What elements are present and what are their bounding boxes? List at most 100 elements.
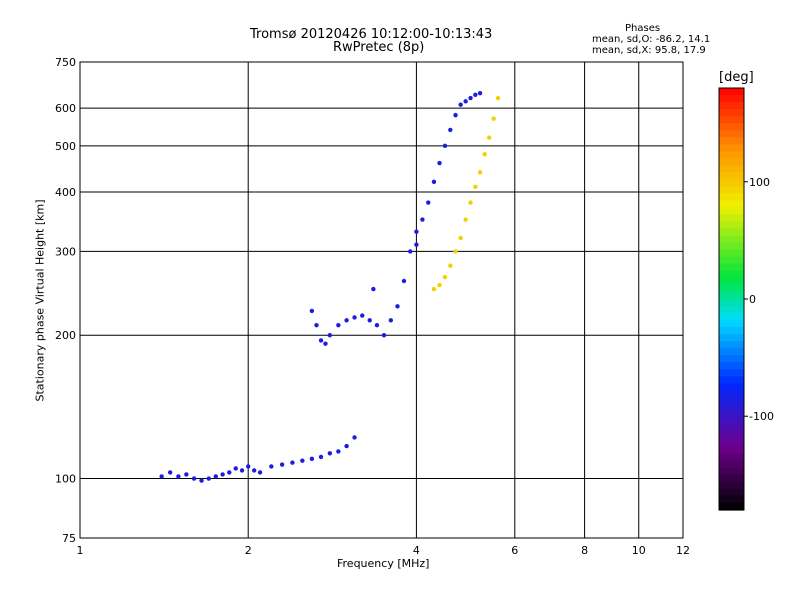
x-tick-label: 8 xyxy=(581,544,588,557)
data-point xyxy=(431,286,437,292)
colorbar-segment xyxy=(719,137,744,145)
data-point xyxy=(458,102,463,107)
data-point xyxy=(213,474,218,479)
x-tick-label: 1 xyxy=(77,544,84,557)
data-point xyxy=(352,315,357,320)
data-point xyxy=(414,229,419,234)
y-tick-label: 750 xyxy=(55,56,76,69)
colorbar-segment xyxy=(719,207,744,216)
y-tick-label: 500 xyxy=(55,140,76,153)
data-point xyxy=(309,308,315,314)
colorbar-segment xyxy=(719,123,744,131)
x-tick-label: 4 xyxy=(413,544,420,557)
data-point xyxy=(414,242,419,247)
data-point xyxy=(487,135,492,140)
data-point xyxy=(431,179,437,185)
colorbar-segment xyxy=(719,404,744,413)
data-point xyxy=(442,274,448,280)
data-point xyxy=(246,464,251,469)
colorbar-segment xyxy=(719,130,744,138)
colorbar-segment xyxy=(719,256,744,265)
data-point xyxy=(269,464,274,469)
x-tick-label: 6 xyxy=(511,544,518,557)
phases-stats-x: mean, sd,X: 95.8, 17.9 xyxy=(592,45,706,56)
data-point xyxy=(184,472,189,477)
plot-frame xyxy=(79,61,684,539)
colorbar-segment xyxy=(719,242,744,251)
colorbar-segment xyxy=(719,158,744,166)
data-point xyxy=(473,184,478,190)
colorbar-segment xyxy=(719,95,744,103)
colorbar-segment xyxy=(719,439,744,448)
colorbar-segment xyxy=(719,502,744,511)
data-point xyxy=(220,472,225,477)
data-point xyxy=(401,278,407,284)
colorbar-segment xyxy=(719,418,744,427)
colorbar-segment xyxy=(719,369,744,377)
data-point xyxy=(458,235,463,241)
data-point xyxy=(448,127,453,133)
colorbar-tick-label: 100 xyxy=(749,176,770,189)
data-point xyxy=(191,476,197,481)
x-tick-label: 12 xyxy=(676,544,690,557)
data-point xyxy=(314,322,319,328)
phases-stats-o: mean, sd,O: -86.2, 14.1 xyxy=(592,34,711,45)
colorbar-segment xyxy=(719,151,744,159)
colorbar-segment xyxy=(719,467,744,476)
data-point xyxy=(374,322,380,328)
data-point xyxy=(491,116,496,121)
data-point xyxy=(468,200,473,205)
data-point xyxy=(176,474,181,479)
colorbar-segment xyxy=(719,474,744,483)
data-point xyxy=(437,282,442,288)
data-point xyxy=(206,476,211,481)
data-point xyxy=(318,338,324,343)
y-tick-label: 600 xyxy=(55,102,76,115)
data-point xyxy=(482,152,487,157)
data-point xyxy=(367,318,372,323)
data-point xyxy=(426,200,431,205)
data-point xyxy=(257,470,263,475)
colorbar-segment xyxy=(719,376,744,384)
colorbar-segment xyxy=(719,299,744,307)
colorbar-segment xyxy=(719,179,744,188)
colorbar-segment xyxy=(719,397,744,406)
chart-subtitle: RwPretec (8p) xyxy=(333,40,425,55)
x-axis-label: Frequency [MHz] xyxy=(337,557,430,570)
y-tick-label: 200 xyxy=(55,329,76,342)
colorbar-segment xyxy=(719,284,744,293)
data-point xyxy=(344,443,349,449)
data-point xyxy=(327,333,333,338)
data-point xyxy=(279,462,285,467)
data-point xyxy=(290,460,295,465)
chart-title: Tromsø 20120426 10:12:00-10:13:43 xyxy=(250,27,493,42)
colorbar-segment xyxy=(719,334,744,342)
colorbar-segment xyxy=(719,235,744,244)
colorbar-segment xyxy=(719,320,744,328)
colorbar-segment xyxy=(719,313,744,321)
colorbar-segment xyxy=(719,263,744,272)
y-tick-label: 300 xyxy=(55,245,76,258)
colorbar-segment xyxy=(719,186,744,195)
data-point xyxy=(453,112,458,118)
data-point xyxy=(327,451,333,456)
data-point xyxy=(453,249,458,254)
colorbar-tick-label: 0 xyxy=(749,293,756,306)
data-point xyxy=(159,474,164,479)
data-point xyxy=(233,466,238,471)
colorbar-segment xyxy=(719,481,744,490)
colorbar-segment xyxy=(719,277,744,286)
colorbar-segment xyxy=(719,102,744,110)
data-point xyxy=(318,454,324,460)
y-tick-label: 100 xyxy=(55,473,76,486)
colorbar-segment xyxy=(719,355,744,363)
data-point xyxy=(336,449,341,454)
data-point xyxy=(463,99,468,104)
colorbar-segment xyxy=(719,383,744,392)
data-point xyxy=(352,435,357,440)
x-tick-label: 2 xyxy=(245,544,252,557)
data-point xyxy=(495,95,501,101)
colorbar-tick-label: -100 xyxy=(749,410,774,423)
data-point xyxy=(371,286,376,292)
data-point xyxy=(477,90,483,96)
